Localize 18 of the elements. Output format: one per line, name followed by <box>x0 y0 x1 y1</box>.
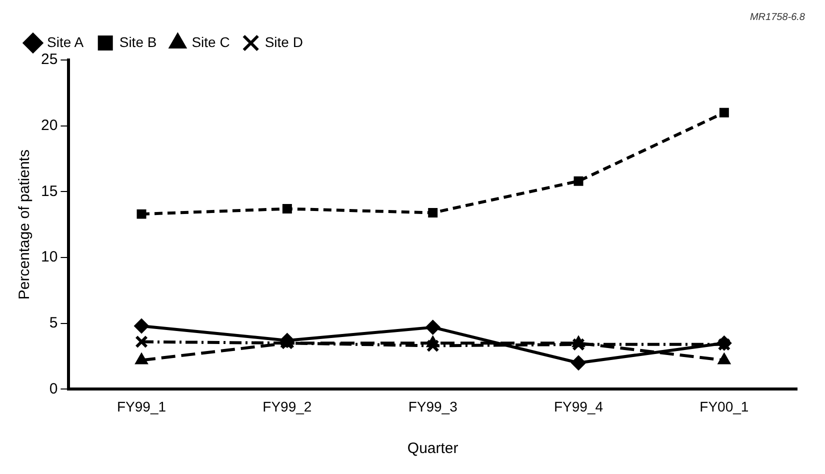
legend-label: Site C <box>192 34 230 50</box>
legend-label: Site B <box>119 34 157 50</box>
text: MR1758-6.8 <box>750 12 806 23</box>
y-tick-label: 20 <box>40 116 58 134</box>
y-tick-label: 5 <box>49 314 58 332</box>
y-tick-label: 0 <box>49 380 58 398</box>
x-axis-title: Quarter <box>407 440 458 458</box>
x-tick-label: FY00_1 <box>700 398 749 414</box>
y-axis-title: Percentage of patients <box>16 150 34 300</box>
x-tick-label: FY99_3 <box>408 398 458 414</box>
x-tick-label: FY99_1 <box>116 398 166 414</box>
y-tick-label: 15 <box>40 182 58 200</box>
y-tick-label: 25 <box>40 51 58 68</box>
x-tick-label: FY99_2 <box>262 398 312 414</box>
y-tick-label: 10 <box>40 248 58 266</box>
legend-label: Site D <box>264 34 303 50</box>
x-tick-label: FY99_4 <box>554 398 604 414</box>
legend-label: Site A <box>47 34 84 50</box>
